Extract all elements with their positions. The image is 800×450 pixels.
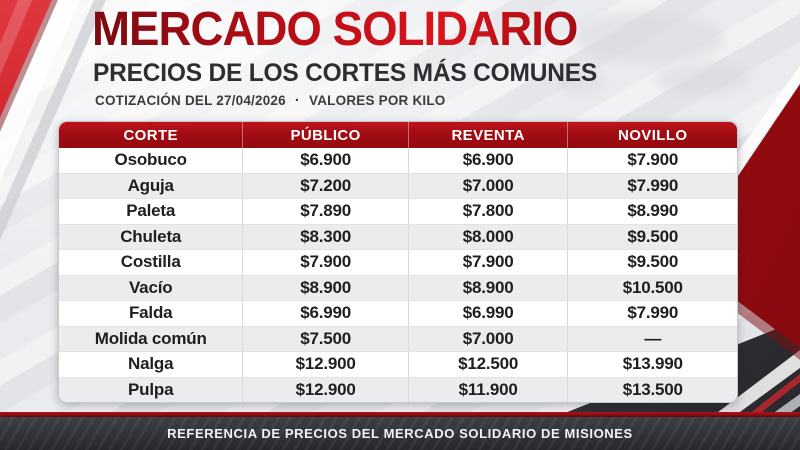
cell-novillo: $10.500 bbox=[567, 275, 737, 300]
table-row: Vacío $8.900 $8.900 $10.500 bbox=[59, 274, 737, 300]
cell-publico: $8.300 bbox=[242, 224, 407, 249]
quote-note: COTIZACIÓN DEL 27/04/2026 · VALORES POR … bbox=[95, 93, 446, 108]
page-title: MERCADO SOLIDARIO bbox=[92, 3, 578, 56]
cell-reventa: $7.000 bbox=[407, 326, 568, 351]
cell-reventa: $7.900 bbox=[407, 250, 568, 275]
footer-reference-text: REFERENCIA DE PRECIOS DEL MERCADO SOLIDA… bbox=[167, 426, 633, 441]
note-separator-dot: · bbox=[294, 92, 301, 109]
cell-reventa: $8.000 bbox=[407, 224, 568, 249]
cell-publico: $7.900 bbox=[242, 250, 407, 275]
column-header-publico: PÚBLICO bbox=[242, 122, 407, 148]
table-row: Paleta $7.890 $7.800 $8.990 bbox=[59, 198, 737, 224]
price-table: CORTE PÚBLICO REVENTA NOVILLO Osobuco $6… bbox=[58, 121, 738, 403]
table-row: Osobuco $6.900 $6.900 $7.900 bbox=[59, 148, 737, 173]
cell-corte: Aguja bbox=[127, 175, 174, 195]
cell-corte: Pulpa bbox=[128, 379, 174, 399]
cell-corte: Vacío bbox=[128, 277, 173, 297]
cell-novillo: $8.990 bbox=[567, 199, 737, 224]
cell-publico: $7.890 bbox=[242, 199, 407, 224]
cell-reventa: $8.900 bbox=[407, 275, 568, 300]
cell-corte: Falda bbox=[128, 303, 173, 323]
table-row: Pulpa $12.900 $11.900 $13.500 bbox=[59, 376, 737, 402]
column-header-corte: CORTE bbox=[123, 126, 178, 144]
map-texture-blob bbox=[560, 72, 606, 94]
cell-corte: Molida común bbox=[94, 328, 207, 348]
quote-unit: VALORES POR KILO bbox=[309, 93, 446, 108]
cell-reventa: $7.800 bbox=[407, 199, 568, 224]
cell-corte: Paleta bbox=[126, 201, 176, 221]
table-row: Costilla $7.900 $7.900 $9.500 bbox=[59, 249, 737, 275]
cell-corte: Chuleta bbox=[120, 226, 182, 246]
cell-novillo: $9.500 bbox=[567, 224, 737, 249]
cell-novillo: — bbox=[567, 326, 737, 351]
footer-accent-line bbox=[0, 412, 800, 417]
table-body: Osobuco $6.900 $6.900 $7.900 Aguja $7.20… bbox=[59, 148, 737, 402]
cell-publico: $7.200 bbox=[242, 173, 407, 198]
cell-publico: $8.900 bbox=[242, 275, 407, 300]
cell-corte: Costilla bbox=[120, 252, 181, 272]
footer-body: REFERENCIA DE PRECIOS DEL MERCADO SOLIDA… bbox=[0, 417, 800, 450]
table-row: Molida común $7.500 $7.000 — bbox=[59, 325, 737, 351]
page-subtitle: PRECIOS DE LOS CORTES MÁS COMUNES bbox=[93, 59, 598, 87]
cell-publico: $12.900 bbox=[242, 377, 407, 402]
cell-novillo: $7.990 bbox=[567, 173, 737, 198]
cell-reventa: $12.500 bbox=[407, 352, 568, 377]
cell-corte: Osobuco bbox=[114, 150, 187, 170]
cell-novillo: $13.990 bbox=[567, 352, 737, 377]
cell-novillo: $7.900 bbox=[567, 148, 737, 173]
footer-bar: REFERENCIA DE PRECIOS DEL MERCADO SOLIDA… bbox=[0, 412, 800, 450]
cell-publico: $6.900 bbox=[242, 148, 407, 173]
table-header-row: CORTE PÚBLICO REVENTA NOVILLO bbox=[59, 122, 737, 148]
cell-corte: Nalga bbox=[128, 354, 174, 374]
table-row: Aguja $7.200 $7.000 $7.990 bbox=[59, 172, 737, 198]
cell-reventa: $6.990 bbox=[407, 301, 568, 326]
cell-reventa: $11.900 bbox=[407, 377, 568, 402]
map-texture-blob bbox=[655, 62, 750, 96]
table-row: Falda $6.990 $6.990 $7.990 bbox=[59, 300, 737, 326]
map-texture-blob bbox=[575, 12, 725, 64]
column-header-novillo: NOVILLO bbox=[567, 122, 737, 148]
cell-reventa: $7.000 bbox=[407, 173, 568, 198]
cell-publico: $7.500 bbox=[242, 326, 407, 351]
cell-publico: $6.990 bbox=[242, 301, 407, 326]
cell-novillo: $13.500 bbox=[567, 377, 737, 402]
cell-novillo: $7.990 bbox=[567, 301, 737, 326]
column-header-reventa: REVENTA bbox=[407, 122, 568, 148]
quote-date: COTIZACIÓN DEL 27/04/2026 bbox=[95, 93, 286, 108]
table-row: Nalga $12.900 $12.500 $13.990 bbox=[59, 351, 737, 377]
cell-reventa: $6.900 bbox=[407, 148, 568, 173]
cell-novillo: $9.500 bbox=[567, 250, 737, 275]
table-row: Chuleta $8.300 $8.000 $9.500 bbox=[59, 223, 737, 249]
cell-publico: $12.900 bbox=[242, 352, 407, 377]
